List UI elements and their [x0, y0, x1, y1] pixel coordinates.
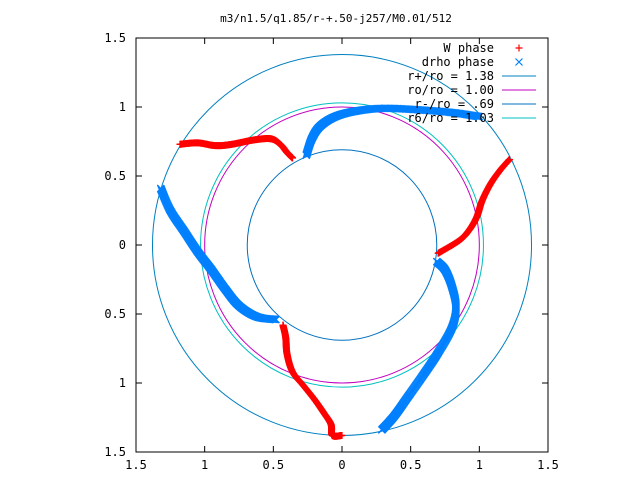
- legend-label: r6/ro = 1.03: [407, 111, 494, 125]
- phase-arm: [279, 321, 346, 440]
- axis-ticks: [135, 37, 549, 453]
- data-point: [338, 431, 346, 439]
- x-tick-label: 1.5: [537, 458, 559, 472]
- x-tick-label: 0.5: [262, 458, 284, 472]
- x-tick-label: 1: [201, 458, 208, 472]
- data-point: [272, 315, 281, 324]
- legend-marker: [515, 58, 523, 66]
- legend-label: r+/ro = 1.38: [407, 69, 494, 83]
- legend-item: r+/ro = 1.38: [407, 69, 536, 83]
- phase-arm: [302, 104, 484, 160]
- legend-label: drho phase: [422, 55, 494, 69]
- phase-arm: [156, 184, 281, 324]
- y-tick-label: 1.5: [104, 31, 126, 45]
- y-tick-label: 1: [119, 376, 126, 390]
- legend-marker: [515, 44, 523, 52]
- legend-item: ro/ro = 1.00: [407, 83, 536, 97]
- data-point: [475, 112, 484, 121]
- legend-item: r-/ro = .69: [415, 97, 536, 111]
- phase-arm: [377, 257, 460, 434]
- reference-circle: [204, 106, 480, 384]
- y-tick-label: 0: [119, 238, 126, 252]
- phase-points: [156, 104, 514, 440]
- x-tick-label: 1.5: [125, 458, 147, 472]
- phase-arm: [176, 135, 297, 162]
- legend-item: drho phase: [422, 55, 523, 69]
- x-tick-label: 0.5: [400, 458, 422, 472]
- x-tick-label: 0: [338, 458, 345, 472]
- legend-label: r-/ro = .69: [415, 97, 494, 111]
- phase-arm: [434, 155, 514, 257]
- x-tick-label: 1: [476, 458, 483, 472]
- legend-label: ro/ro = 1.00: [407, 83, 494, 97]
- y-axis-tick-labels: 1.5 1 0.5 0 0.5 1 1.5: [104, 31, 126, 459]
- y-tick-label: 1.5: [104, 445, 126, 459]
- legend-item: r6/ro = 1.03: [407, 111, 536, 125]
- legend-item: W phase: [443, 41, 523, 55]
- chart-title: m3/n1.5/q1.85/r-+.50-j257/M0.01/512: [220, 12, 452, 25]
- y-tick-label: 0.5: [104, 307, 126, 321]
- data-point: [377, 425, 386, 434]
- x-axis-tick-labels: 1.5 1 0.5 0 0.5 1 1.5: [125, 458, 559, 472]
- data-point: [434, 249, 442, 257]
- reference-circle: [246, 149, 438, 341]
- reference-circle: [200, 102, 484, 388]
- y-tick-label: 0.5: [104, 169, 126, 183]
- y-tick-label: 1: [119, 100, 126, 114]
- data-point: [289, 154, 297, 162]
- legend-label: W phase: [443, 41, 494, 55]
